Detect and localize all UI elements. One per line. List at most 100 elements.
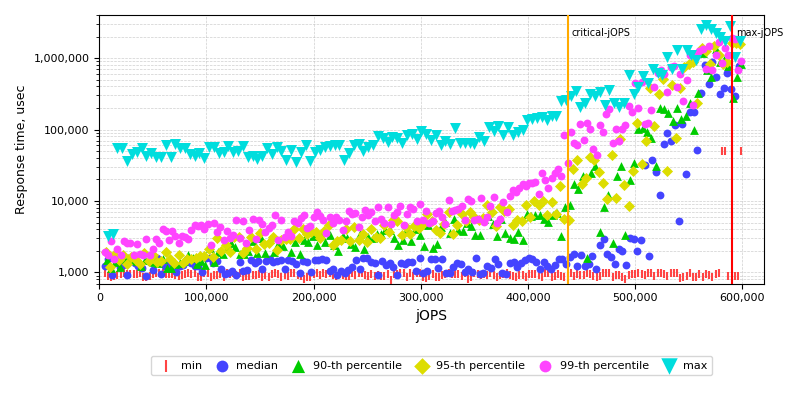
min <box>619 276 632 282</box>
median <box>530 258 542 265</box>
95-th percentile <box>241 245 254 251</box>
min <box>455 273 468 279</box>
99-th percentile <box>250 236 262 242</box>
max <box>232 148 245 154</box>
min <box>481 272 494 278</box>
95-th percentile <box>468 214 481 220</box>
95-th percentile <box>519 202 532 208</box>
90-th percentile <box>439 218 452 225</box>
max <box>328 142 341 148</box>
95-th percentile <box>494 204 506 210</box>
min <box>201 270 214 276</box>
99-th percentile <box>648 84 661 91</box>
median <box>185 259 198 266</box>
99-th percentile <box>516 181 529 188</box>
min <box>304 274 317 280</box>
99-th percentile <box>253 217 266 223</box>
min <box>526 271 538 277</box>
90-th percentile <box>165 264 178 271</box>
max <box>193 150 206 156</box>
95-th percentile <box>550 211 562 218</box>
95-th percentile <box>648 122 661 129</box>
max <box>212 150 225 156</box>
99-th percentile <box>230 216 243 223</box>
90-th percentile <box>568 181 581 187</box>
95-th percentile <box>639 138 652 144</box>
min <box>516 272 529 278</box>
median <box>297 258 310 265</box>
95-th percentile <box>172 252 185 258</box>
95-th percentile <box>498 208 510 214</box>
max <box>420 131 433 137</box>
min <box>114 271 127 278</box>
95-th percentile <box>592 169 605 176</box>
99-th percentile <box>162 236 175 243</box>
99-th percentile <box>150 236 162 242</box>
99-th percentile <box>490 220 503 226</box>
95-th percentile <box>695 45 708 51</box>
median <box>574 252 587 259</box>
median <box>702 80 715 87</box>
median <box>301 259 314 265</box>
median <box>282 257 295 263</box>
min <box>282 272 294 279</box>
95-th percentile <box>164 256 177 262</box>
99-th percentile <box>272 237 285 244</box>
99-th percentile <box>201 220 214 227</box>
min <box>398 270 410 276</box>
max <box>521 117 534 124</box>
90-th percentile <box>294 250 306 257</box>
min <box>391 270 404 277</box>
max <box>217 149 230 156</box>
90-th percentile <box>203 245 216 252</box>
median <box>162 260 175 266</box>
90-th percentile <box>722 63 734 69</box>
95-th percentile <box>99 249 112 256</box>
90-th percentile <box>538 216 550 222</box>
median <box>114 263 126 270</box>
99-th percentile <box>568 140 581 146</box>
median <box>379 262 392 268</box>
90-th percentile <box>238 251 250 257</box>
median <box>210 257 223 264</box>
median <box>729 93 742 100</box>
max <box>376 135 389 141</box>
90-th percentile <box>229 244 242 250</box>
90-th percentile <box>190 260 203 267</box>
median <box>214 266 227 272</box>
90-th percentile <box>474 232 486 238</box>
max <box>646 66 659 72</box>
min <box>394 270 407 276</box>
95-th percentile <box>571 156 584 163</box>
90-th percentile <box>392 242 405 248</box>
95-th percentile <box>254 230 266 237</box>
99-th percentile <box>683 52 696 58</box>
90-th percentile <box>323 232 336 238</box>
max <box>579 100 592 107</box>
99-th percentile <box>124 240 137 246</box>
99-th percentile <box>465 198 478 205</box>
max <box>261 145 274 152</box>
median <box>534 266 546 272</box>
90-th percentile <box>314 232 327 239</box>
median <box>488 255 501 262</box>
99-th percentile <box>452 206 465 212</box>
99-th percentile <box>513 184 526 191</box>
min <box>568 273 581 279</box>
99-th percentile <box>551 165 564 172</box>
min <box>449 271 462 278</box>
max <box>526 116 538 122</box>
95-th percentile <box>506 222 519 228</box>
min <box>294 273 307 279</box>
99-th percentile <box>134 250 146 257</box>
min <box>442 270 455 276</box>
min <box>616 274 629 281</box>
99-th percentile <box>725 35 738 41</box>
95-th percentile <box>502 206 515 212</box>
min <box>471 271 484 277</box>
99-th percentile <box>140 236 153 242</box>
max <box>618 100 630 106</box>
min <box>594 273 606 280</box>
max <box>478 138 490 144</box>
median <box>188 263 201 270</box>
